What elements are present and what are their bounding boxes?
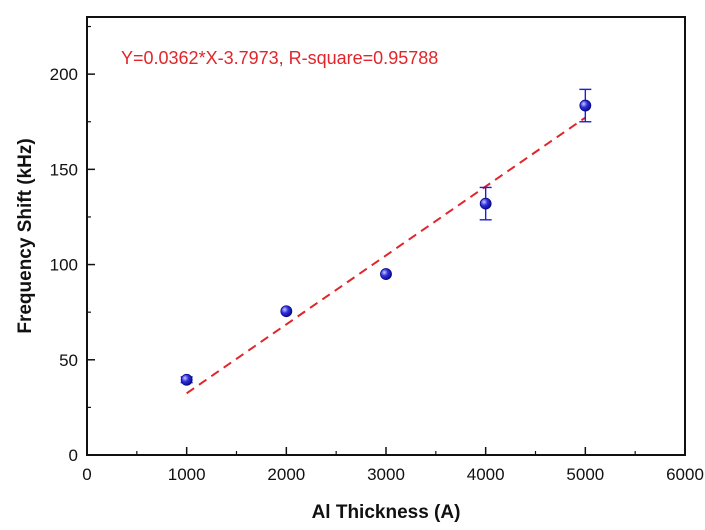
ticks-layer: 0 1000 2000 3000 4000 5000 6000 0 50 100 150 200 bbox=[50, 25, 704, 484]
x-axis-title: Al Thickness (A) bbox=[312, 502, 461, 523]
fit-line bbox=[186, 116, 586, 395]
x-tick-label: 0 bbox=[82, 465, 91, 484]
data-point bbox=[180, 373, 193, 386]
x-tick-label: 4000 bbox=[467, 465, 505, 484]
x-tick-label: 1000 bbox=[168, 465, 206, 484]
y-tick-label: 0 bbox=[69, 446, 78, 465]
data-point bbox=[280, 305, 293, 318]
y-tick-label: 100 bbox=[50, 256, 78, 275]
plot-frame bbox=[86, 16, 686, 456]
points-layer bbox=[180, 88, 592, 386]
y-tick-label: 150 bbox=[50, 160, 78, 179]
x-tick-label: 3000 bbox=[367, 465, 405, 484]
fit-equation-annotation: Y=0.0362*X-3.7973, R-square=0.95788 bbox=[121, 48, 438, 68]
x-tick-label: 2000 bbox=[267, 465, 305, 484]
fit-layer bbox=[186, 116, 586, 395]
y-axis-title: Frequency Shift (kHz) bbox=[15, 138, 36, 333]
data-point bbox=[579, 99, 592, 112]
x-tick-label: 6000 bbox=[666, 465, 704, 484]
y-tick-label: 50 bbox=[59, 351, 78, 370]
x-tick-label: 5000 bbox=[566, 465, 604, 484]
data-point bbox=[479, 197, 492, 210]
data-point bbox=[380, 268, 392, 280]
y-tick-label: 200 bbox=[50, 65, 78, 84]
